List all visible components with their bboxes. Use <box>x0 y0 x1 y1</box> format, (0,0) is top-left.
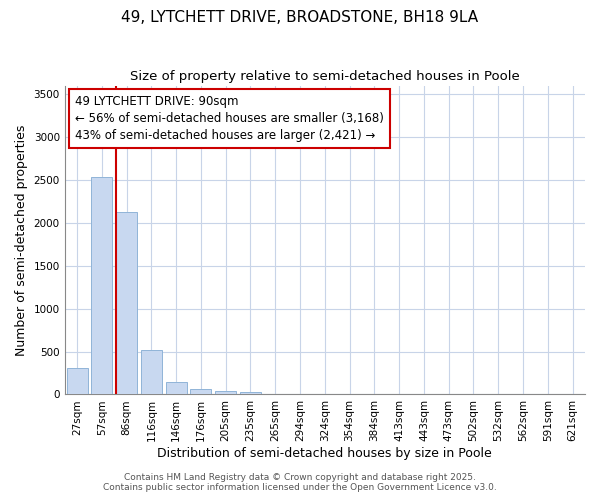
Bar <box>141 350 162 395</box>
X-axis label: Distribution of semi-detached houses by size in Poole: Distribution of semi-detached houses by … <box>157 447 492 460</box>
Bar <box>116 212 137 394</box>
Text: 49, LYTCHETT DRIVE, BROADSTONE, BH18 9LA: 49, LYTCHETT DRIVE, BROADSTONE, BH18 9LA <box>121 10 479 25</box>
Title: Size of property relative to semi-detached houses in Poole: Size of property relative to semi-detach… <box>130 70 520 83</box>
Bar <box>67 368 88 394</box>
Text: 49 LYTCHETT DRIVE: 90sqm
← 56% of semi-detached houses are smaller (3,168)
43% o: 49 LYTCHETT DRIVE: 90sqm ← 56% of semi-d… <box>75 95 384 142</box>
Y-axis label: Number of semi-detached properties: Number of semi-detached properties <box>15 124 28 356</box>
Bar <box>215 392 236 394</box>
Bar <box>240 392 261 394</box>
Text: Contains HM Land Registry data © Crown copyright and database right 2025.
Contai: Contains HM Land Registry data © Crown c… <box>103 473 497 492</box>
Bar <box>166 382 187 394</box>
Bar <box>91 178 112 394</box>
Bar <box>190 389 211 394</box>
